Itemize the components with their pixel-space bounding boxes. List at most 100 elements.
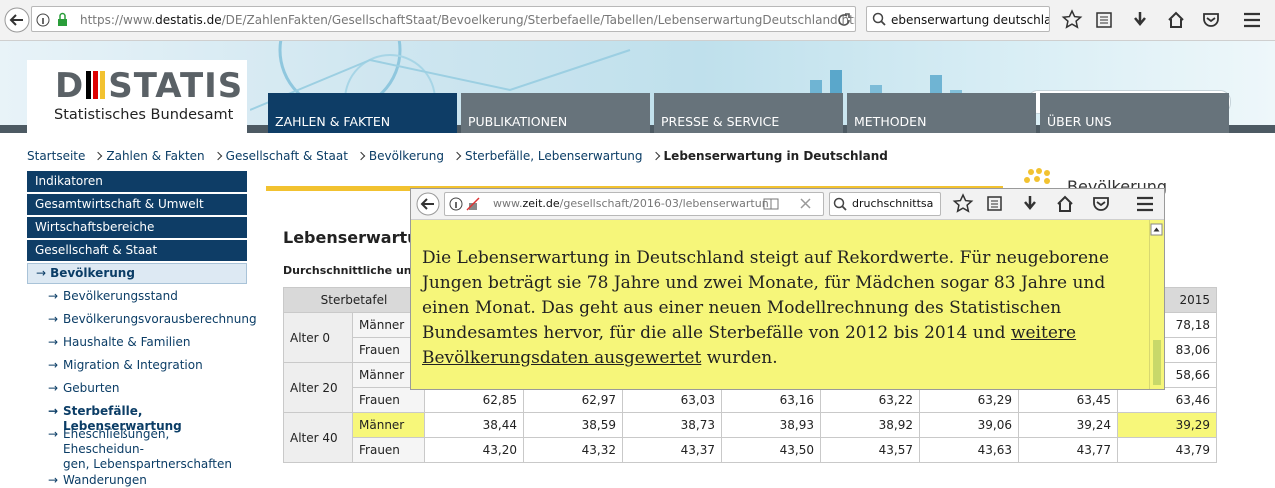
table-value-cell: 63,22 <box>820 387 920 413</box>
url-bar[interactable]: https://www.destatis.de/DE/ZahlenFakten/… <box>31 6 856 32</box>
table-value-cell: 38,44 <box>424 412 524 438</box>
sidebar-item[interactable]: Gesellschaft & Staat <box>27 240 247 261</box>
sidebar-item[interactable]: Indikatoren <box>27 171 247 192</box>
popup-url-prefix: www. <box>493 197 523 210</box>
content-title: Lebenserwartu <box>283 228 419 247</box>
popup-toolbar-icons[interactable] <box>951 193 1161 215</box>
logo-right: STATIS <box>108 66 244 106</box>
sidebar-subitem[interactable]: Migration & Integration <box>48 358 248 373</box>
table-value-cell: 63,29 <box>919 387 1019 413</box>
popup-site-info[interactable] <box>449 197 485 211</box>
sidebar-subitem[interactable]: Eheschließungen, Ehescheidun-gen, Lebens… <box>48 427 248 472</box>
article-text: Die Lebenserwartung in Deutschland steig… <box>422 248 1110 343</box>
sidebar-subitem-line: Wanderungen <box>63 473 147 487</box>
table-sex-cell: Frauen <box>352 437 425 463</box>
table-row: Frauen 43,20 43,32 43,37 43,50 43,57 43,63 43,7… <box>284 437 1217 463</box>
nav-tab[interactable]: METHODEN <box>847 93 1036 133</box>
table-header-cell: Sterbetafel <box>283 287 425 313</box>
popup-search-icon <box>833 197 847 211</box>
url-path: /DE/ZahlenFakten/GesellschaftStaat/Bevoe… <box>221 13 856 27</box>
search-text: ebenserwartung deutschland <box>891 13 1050 27</box>
nav-tab[interactable]: ZAHLEN & FAKTEN <box>268 93 457 133</box>
table-value-cell: 43,57 <box>820 437 920 463</box>
nav-tab[interactable]: PRESSE & SERVICE <box>654 93 843 133</box>
sidebar-item[interactable]: Wirtschaftsbereiche <box>27 217 247 238</box>
table-value-cell: 39,06 <box>919 412 1019 438</box>
sidebar-subitem[interactable]: Bevölkerungsvorausberechnung <box>48 312 257 327</box>
table-value-cell: 43,79 <box>1117 437 1217 463</box>
logo-flag <box>86 71 106 99</box>
table-value-cell: 62,97 <box>523 387 623 413</box>
nav-tab[interactable]: ÜBER UNS <box>1040 93 1229 133</box>
nav-tab[interactable]: PUBLIKATIONEN <box>461 93 650 133</box>
popup-toolbar: www.zeit.de/gesellschaft/2016-03/lebense… <box>411 189 1164 220</box>
table-row: Frauen 62,85 62,97 63,03 63,16 63,22 63,29 63,4… <box>284 387 1217 413</box>
popup-window: www.zeit.de/gesellschaft/2016-03/lebense… <box>410 188 1165 390</box>
url-prefix: https://www. <box>80 13 156 27</box>
search-bar[interactable]: ebenserwartung deutschland <box>866 6 1050 32</box>
breadcrumb-item[interactable]: Bevölkerung <box>358 149 444 163</box>
logo-left: D <box>55 66 85 106</box>
table-value-cell: 43,77 <box>1018 437 1118 463</box>
back-button[interactable] <box>3 6 31 34</box>
table-sex-cell: Männer <box>352 412 425 438</box>
logo: D STATIS Statistisches Bundesamt <box>27 60 247 133</box>
table-row: Alter 40 Männer 38,44 38,59 38,73 38,93 38,92 3… <box>283 412 1217 463</box>
table-value-cell: 39,24 <box>1018 412 1118 438</box>
table-group-cell: Alter 0 <box>283 312 353 363</box>
table-value-cell: 38,92 <box>820 412 920 438</box>
table-value-cell: 38,73 <box>622 412 722 438</box>
table-value-cell: 38,59 <box>523 412 623 438</box>
popup-url-bar[interactable]: www.zeit.de/gesellschaft/2016-03/lebense… <box>444 192 824 216</box>
breadcrumb-item: Lebenserwartung in Deutschland <box>653 149 888 163</box>
popup-article-text: Die Lebenserwartung in Deutschland steig… <box>422 246 1142 371</box>
sidebar-subitem-line: Bevölkerungsstand <box>63 289 178 303</box>
breadcrumb-item[interactable]: Sterbefälle, Lebenserwartung <box>454 149 643 163</box>
table-value-cell: 63,46 <box>1117 387 1217 413</box>
breadcrumb-item[interactable]: Zahlen & Fakten <box>95 149 204 163</box>
sidebar-subitem[interactable]: Haushalte & Familien <box>48 335 248 350</box>
url-domain: destatis.de <box>155 13 222 27</box>
popup-back-button[interactable] <box>415 192 441 216</box>
sidebar-subitem[interactable]: Geburten <box>48 381 248 396</box>
sidebar-subitem[interactable]: Wanderungen <box>48 473 248 488</box>
sidebar-subitem[interactable]: Bevölkerungsstand <box>48 289 248 304</box>
popup-search-bar[interactable]: druchschnittsa <box>829 192 941 216</box>
browser-toolbar: https://www.destatis.de/DE/ZahlenFakten/… <box>0 0 1275 41</box>
sidebar-subitem-line: Geburten <box>63 381 120 395</box>
table-value-cell: 43,32 <box>523 437 623 463</box>
logo-subtitle: Statistisches Bundesamt <box>54 107 234 123</box>
sidebar-subitem-line: gen, Lebenspartnerschaften <box>63 457 232 471</box>
breadcrumb-item[interactable]: Gesellschaft & Staat <box>215 149 348 163</box>
toolbar-icons[interactable] <box>1060 8 1270 32</box>
table-value-cell: 39,29 <box>1117 412 1217 438</box>
breadcrumb: Startseite Zahlen & Fakten Gesellschaft & … <box>27 149 898 163</box>
reload-button[interactable] <box>836 12 852 28</box>
table-sex-cell: Frauen <box>352 387 425 413</box>
popup-scrollbar[interactable] <box>1149 220 1164 389</box>
sidebar-item[interactable]: Gesamtwirtschaft & Umwelt <box>27 194 247 215</box>
table-value-cell: 38,93 <box>721 412 821 438</box>
sidebar-subitem-line: Migration & Integration <box>63 358 203 372</box>
table-group-cell: Alter 40 <box>283 412 353 463</box>
popup-url-path: /gesellschaft/2016-03/lebenserwartun <box>559 197 769 210</box>
site-info-icons[interactable] <box>36 12 76 28</box>
sidebar-section[interactable]: Bevölkerung <box>27 263 247 284</box>
article-text-end: wurden. <box>706 348 778 368</box>
table-group-cell: Alter 20 <box>283 362 353 413</box>
logo-text: D STATIS <box>55 66 243 106</box>
sidebar-subitem-line: Bevölkerungsvorausberechnung <box>63 312 257 326</box>
section-icon <box>1024 168 1050 184</box>
breadcrumb-item[interactable]: Startseite <box>27 149 86 163</box>
page: { "browser": { "url_prefix": "https://ww… <box>0 0 1275 473</box>
table-value-cell: 63,45 <box>1018 387 1118 413</box>
popup-reader-close[interactable] <box>763 197 819 211</box>
table-value-cell: 43,20 <box>424 437 524 463</box>
popup-url-domain: zeit.de <box>522 197 560 210</box>
popup-search-text: druchschnittsa <box>852 197 934 210</box>
sidebar-subitem-line: Eheschließungen, Ehescheidun- <box>63 427 170 456</box>
table-value-cell: 43,63 <box>919 437 1019 463</box>
content-subtitle: Durchschnittliche und f <box>283 264 429 277</box>
sidebar-subitem-line: Haushalte & Familien <box>63 335 191 349</box>
article-link[interactable]: weitere Bevölkerungsdaten ausgewertet <box>422 323 1077 368</box>
